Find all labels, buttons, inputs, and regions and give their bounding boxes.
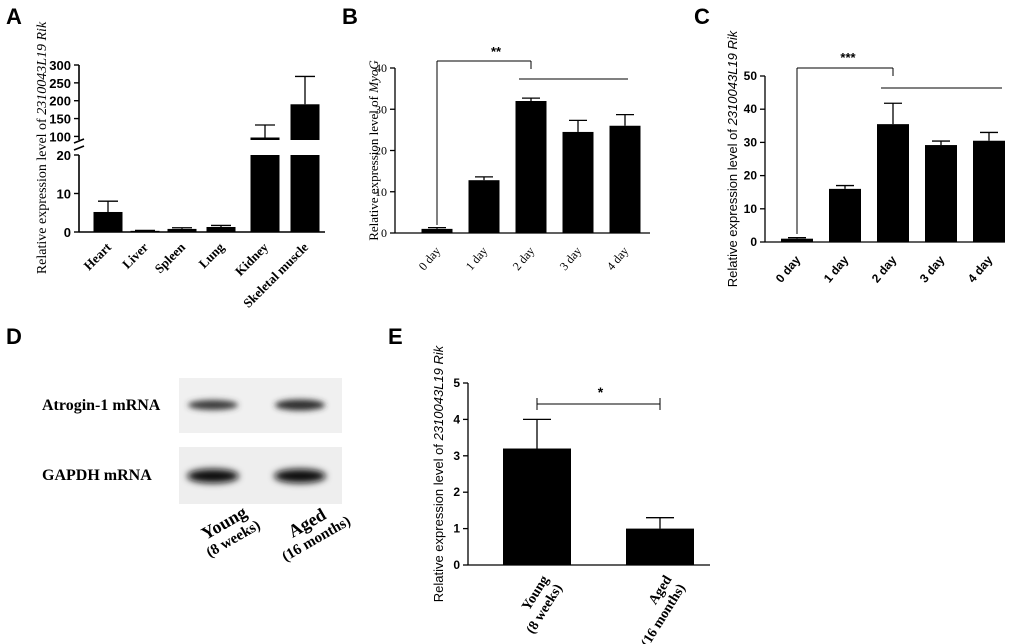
x-tick-label-1-day: 1 day (463, 244, 491, 273)
bar-4-day (609, 125, 641, 233)
panel-letter-a: A (6, 4, 22, 29)
blot-lane-label-young: Young (8 weeks) (198, 502, 264, 561)
bar-kidney-lower (250, 155, 280, 232)
y-axis-label: Relative expression level of MyoG (366, 60, 381, 241)
y-tick-label-10: 10 (744, 202, 758, 216)
bar-aged-16-months (626, 528, 694, 565)
y-tick-label-20: 20 (57, 148, 71, 163)
bar-lung (206, 226, 236, 232)
y-tick-label-50: 50 (744, 69, 758, 83)
bar-liver (130, 230, 160, 232)
y-axis-label: Relative expression level of 2310043L19 … (431, 344, 446, 602)
x-tick-label-3-day: 3 day (917, 253, 948, 286)
y-tick-label-30: 30 (375, 102, 387, 116)
blot-band-gapdh-aged (274, 469, 326, 483)
blot-row-label-atrogin: Atrogin-1 mRNA (42, 397, 161, 414)
x-tick-label-4-day: 4 day (604, 244, 632, 273)
panel-letter-b: B (342, 4, 358, 29)
y-tick-label-0: 0 (64, 225, 71, 240)
y-tick-label-3: 3 (453, 449, 460, 463)
chart-a-tissue-expression: 0 10 20 100 150 200 250 300 Heart Liver Spleen Lung… (35, 21, 325, 311)
x-tick-label-0-day: 0 day (773, 253, 804, 286)
y-tick-label-150: 150 (49, 112, 71, 127)
x-tick-label-0-day: 0 day (416, 244, 444, 273)
x-tick-label-liver: Liver (119, 239, 151, 271)
blot-band-atrogin-young (188, 400, 238, 410)
chart-e-young-aged: 0 1 2 3 4 5 Young(8 weeks) Aged(16 months) Relat… (431, 344, 710, 644)
y-tick-label-0: 0 (381, 226, 387, 240)
blot-band-gapdh-young (187, 469, 239, 483)
x-tick-label-2-day: 2 day (510, 244, 538, 273)
y-axis-label: Relative expression level of 2310043L19 … (35, 21, 50, 274)
bar-spleen (167, 228, 197, 232)
bar-3-day (562, 131, 594, 233)
y-tick-label-0: 0 (453, 558, 460, 572)
blot-band-atrogin-aged (275, 399, 325, 411)
x-tick-label-aged-16-months: Aged(16 months) (625, 573, 689, 644)
bar-skeletal-muscle-lower (290, 155, 320, 232)
panel-letter-d: D (6, 324, 22, 349)
sig-mark: * (598, 384, 604, 400)
x-tick-label-young-8-weeks: Young(8 weeks) (510, 573, 566, 637)
bar-1-day (468, 180, 500, 233)
y-tick-label-0: 0 (750, 235, 757, 249)
panel-letter-e: E (388, 324, 403, 349)
y-tick-label-100: 100 (49, 129, 71, 144)
bar-2-day (877, 124, 909, 242)
y-tick-label-250: 250 (49, 76, 71, 91)
y-tick-label-1: 1 (453, 522, 460, 536)
blot-lane-label-aged: Aged (16 months) (279, 504, 353, 565)
sig-mark: ** (491, 44, 502, 59)
panel-letter-c: C (694, 4, 710, 29)
y-tick-label-40: 40 (375, 61, 387, 75)
y-tick-label-30: 30 (744, 135, 758, 149)
axis-break-mark-1 (73, 145, 85, 151)
y-tick-label-2: 2 (453, 485, 460, 499)
x-tick-label-2-day: 2 day (869, 253, 900, 286)
x-tick-label-spleen: Spleen (151, 239, 188, 276)
sig-mark: *** (840, 50, 856, 65)
chart-b-myog-timecourse: 0 10 20 30 40 0 day 1 day 2 day 3 day 4 day Relati… (366, 44, 650, 273)
blot-row-label-gapdh: GAPDH mRNA (42, 467, 152, 484)
y-tick-label-200: 200 (49, 94, 71, 109)
y-tick-label-300: 300 (49, 58, 71, 73)
axis-break-mark-2 (73, 138, 85, 144)
bar-0-day (421, 228, 453, 233)
bar-kidney-upper (250, 137, 280, 140)
bar-1-day (829, 188, 861, 242)
y-tick-label-5: 5 (453, 376, 460, 390)
y-tick-label-4: 4 (453, 412, 460, 426)
bar-2-day (515, 101, 547, 233)
chart-c-rik-timecourse: 0 10 20 30 40 50 0 day 1 day 2 day 3 day 4 day Rela… (725, 29, 1005, 287)
y-tick-label-20: 20 (375, 144, 387, 158)
y-tick-label-40: 40 (744, 102, 758, 116)
y-tick-label-10: 10 (375, 185, 387, 199)
y-tick-label-20: 20 (744, 169, 758, 183)
y-tick-label-10: 10 (57, 187, 71, 202)
x-tick-label-kidney: Kidney (232, 239, 272, 279)
x-tick-label-heart: Heart (81, 239, 115, 273)
bar-young-8-weeks (503, 448, 571, 565)
bar-0-day (781, 238, 813, 242)
bar-3-day (925, 145, 957, 242)
y-axis-label: Relative expression level of 2310043L19 … (725, 29, 740, 287)
x-tick-label-1-day: 1 day (821, 253, 852, 286)
bar-4-day (973, 140, 1005, 242)
x-tick-label-lung: Lung (196, 239, 228, 271)
blot-panel-d: Atrogin-1 mRNA GAPDH mRNA Young (8 weeks… (42, 378, 354, 565)
x-tick-label-4-day: 4 day (965, 253, 996, 286)
bar-skeletal-muscle-upper (290, 104, 320, 140)
x-tick-label-3-day: 3 day (557, 244, 585, 273)
bar-heart (93, 211, 123, 232)
